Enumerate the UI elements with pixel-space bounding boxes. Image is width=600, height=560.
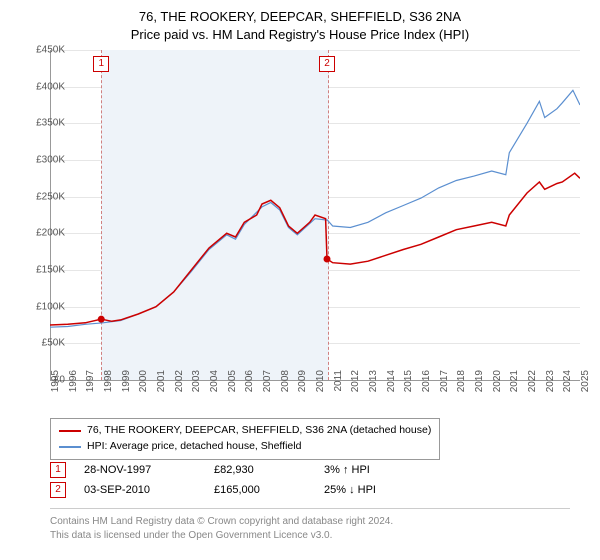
sale-marker-box: 1 [93,56,109,72]
sale-price-2: £165,000 [214,484,324,496]
x-tick-label: 2014 [386,370,397,400]
x-tick-label: 2023 [545,370,556,400]
footer-line2: This data is licensed under the Open Gov… [50,529,570,543]
x-tick-label: 2007 [262,370,273,400]
y-tick-label: £400K [20,81,65,92]
x-tick-label: 2000 [138,370,149,400]
x-tick-label: 1997 [85,370,96,400]
y-tick-label: £300K [20,155,65,166]
series-line [50,173,580,325]
legend-label-1: 76, THE ROOKERY, DEEPCAR, SHEFFIELD, S36… [87,423,431,439]
sale-marker-2: 2 [50,482,66,498]
footer: Contains HM Land Registry data © Crown c… [50,508,570,543]
y-tick-label: £50K [20,338,65,349]
x-tick-label: 2012 [350,370,361,400]
x-tick-label: 2001 [156,370,167,400]
x-tick-label: 1995 [50,370,61,400]
x-tick-label: 2005 [227,370,238,400]
legend-row-1: 76, THE ROOKERY, DEEPCAR, SHEFFIELD, S36… [59,423,431,439]
y-tick-label: £100K [20,301,65,312]
line-plot [50,50,580,380]
x-tick-label: 2011 [333,370,344,400]
plot-area [50,50,580,380]
y-tick-label: £250K [20,191,65,202]
footer-line1: Contains HM Land Registry data © Crown c… [50,515,570,529]
x-tick-label: 2008 [280,370,291,400]
x-tick-label: 2021 [509,370,520,400]
sale-dot [98,316,105,323]
series-line [50,90,580,327]
x-tick-label: 1996 [68,370,79,400]
x-tick-label: 2020 [492,370,503,400]
chart-title: 76, THE ROOKERY, DEEPCAR, SHEFFIELD, S36… [0,0,600,44]
sale-price-1: £82,930 [214,464,324,476]
x-tick-label: 2002 [174,370,185,400]
x-tick-label: 2009 [297,370,308,400]
sale-pct-1: 3% ↑ HPI [324,464,444,476]
x-tick-label: 2019 [474,370,485,400]
sale-date-2: 03-SEP-2010 [84,484,214,496]
legend-label-2: HPI: Average price, detached house, Shef… [87,439,301,455]
x-tick-label: 2013 [368,370,379,400]
x-tick-label: 2018 [456,370,467,400]
sale-marker-1: 1 [50,462,66,478]
legend-swatch-1 [59,430,81,432]
x-tick-label: 2024 [562,370,573,400]
x-tick-label: 2003 [191,370,202,400]
x-tick-label: 1998 [103,370,114,400]
sale-dot [324,256,331,263]
legend: 76, THE ROOKERY, DEEPCAR, SHEFFIELD, S36… [50,418,440,460]
x-tick-label: 2025 [580,370,591,400]
x-tick-label: 2010 [315,370,326,400]
legend-row-2: HPI: Average price, detached house, Shef… [59,439,431,455]
chart-container: 76, THE ROOKERY, DEEPCAR, SHEFFIELD, S36… [0,0,600,560]
sales-table: 1 28-NOV-1997 £82,930 3% ↑ HPI 2 03-SEP-… [50,460,444,500]
sale-date-1: 28-NOV-1997 [84,464,214,476]
x-tick-label: 2017 [439,370,450,400]
sale-pct-2: 25% ↓ HPI [324,484,444,496]
y-tick-label: £350K [20,118,65,129]
x-tick-label: 2004 [209,370,220,400]
x-tick-label: 2022 [527,370,538,400]
y-tick-label: £200K [20,228,65,239]
sale-marker-box: 2 [319,56,335,72]
x-tick-label: 2016 [421,370,432,400]
sale-row-2: 2 03-SEP-2010 £165,000 25% ↓ HPI [50,480,444,500]
x-tick-label: 2006 [244,370,255,400]
x-tick-label: 1999 [121,370,132,400]
sale-row-1: 1 28-NOV-1997 £82,930 3% ↑ HPI [50,460,444,480]
title-line1: 76, THE ROOKERY, DEEPCAR, SHEFFIELD, S36… [0,8,600,26]
legend-swatch-2 [59,446,81,448]
y-tick-label: £450K [20,45,65,56]
y-tick-label: £150K [20,265,65,276]
x-tick-label: 2015 [403,370,414,400]
title-line2: Price paid vs. HM Land Registry's House … [0,26,600,44]
